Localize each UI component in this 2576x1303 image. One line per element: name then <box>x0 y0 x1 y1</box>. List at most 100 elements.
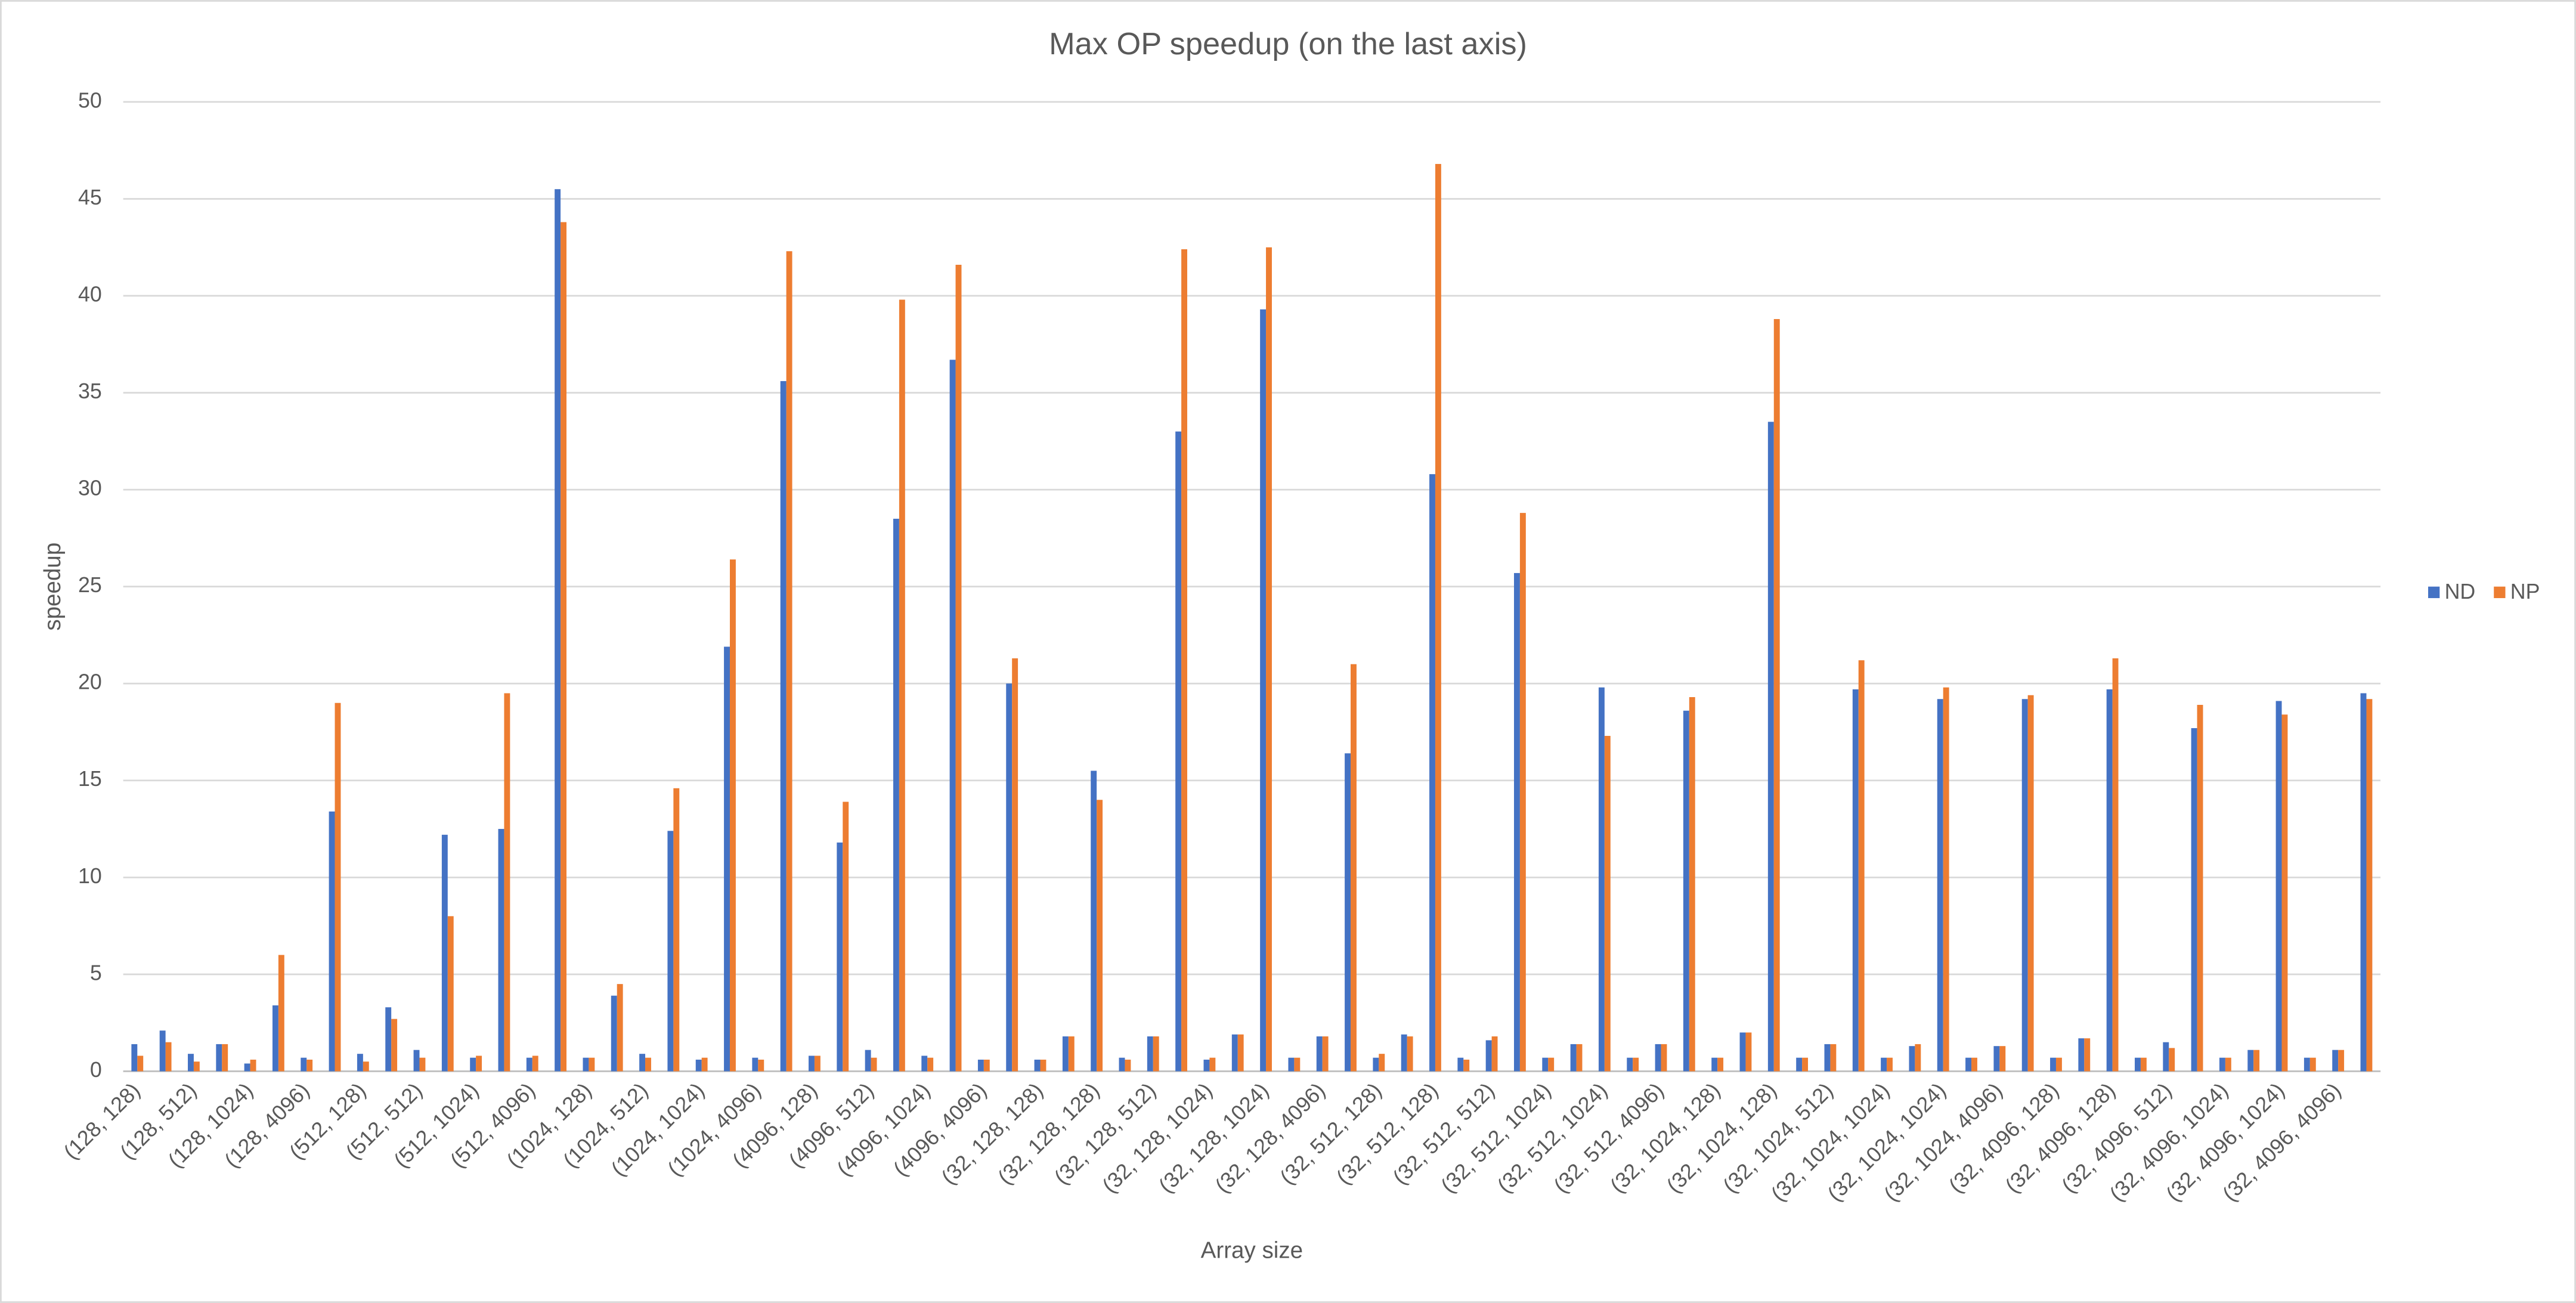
bar <box>645 1057 651 1072</box>
legend-label: ND <box>2445 580 2476 603</box>
bar <box>2360 693 2367 1072</box>
bar <box>2112 658 2119 1072</box>
bar <box>1858 660 1865 1072</box>
bar <box>1034 1059 1041 1072</box>
bar <box>216 1044 222 1072</box>
bar <box>1683 710 1689 1072</box>
bar <box>589 1057 595 1072</box>
bar <box>1937 699 1943 1072</box>
bar <box>617 984 623 1072</box>
bar <box>1407 1036 1413 1072</box>
y-tick-label: 25 <box>78 573 102 597</box>
bar <box>1351 664 1357 1072</box>
bar <box>2140 1057 2147 1072</box>
bar <box>1203 1059 1210 1072</box>
bar <box>1266 247 1272 1072</box>
legend-label: NP <box>2510 580 2540 603</box>
bar <box>1091 770 1097 1072</box>
bar <box>2332 1050 2339 1072</box>
bar <box>1796 1057 1803 1072</box>
y-tick-label: 40 <box>78 282 102 306</box>
bar <box>2191 728 2197 1072</box>
bar <box>667 831 674 1072</box>
bar <box>413 1050 420 1072</box>
bar <box>1153 1036 1159 1072</box>
bar <box>2163 1042 2169 1072</box>
bar <box>441 834 448 1072</box>
bar <box>1373 1057 1379 1072</box>
bar <box>639 1054 646 1072</box>
bar <box>843 801 849 1072</box>
bar <box>391 1019 398 1072</box>
y-tick-label: 45 <box>78 185 102 209</box>
bar <box>137 1056 144 1072</box>
bar <box>385 1007 392 1072</box>
bar <box>335 702 341 1072</box>
bar <box>532 1056 538 1072</box>
bar <box>1316 1036 1323 1072</box>
bar <box>1598 687 1605 1072</box>
bar <box>1147 1036 1153 1072</box>
bar <box>131 1044 138 1072</box>
bar <box>2247 1050 2254 1072</box>
y-tick-label: 10 <box>78 864 102 888</box>
bar <box>1429 474 1435 1072</box>
bar <box>1971 1057 1977 1072</box>
bar <box>504 693 510 1072</box>
y-tick-label: 0 <box>90 1058 102 1082</box>
bar <box>983 1059 990 1072</box>
bar <box>278 955 284 1072</box>
bar <box>1548 1057 1555 1072</box>
bar <box>1181 249 1188 1072</box>
bar <box>555 189 561 1072</box>
bar <box>780 381 787 1072</box>
bar <box>1231 1034 1238 1072</box>
bar <box>1379 1054 1385 1072</box>
bar <box>871 1057 877 1072</box>
bar <box>2303 1057 2310 1072</box>
bar <box>193 1061 200 1072</box>
bar <box>2021 699 2028 1072</box>
bar <box>1915 1044 1921 1072</box>
bar <box>809 1056 815 1072</box>
bar <box>244 1063 250 1072</box>
bar <box>222 1044 228 1072</box>
bar <box>2106 689 2113 1072</box>
bar <box>447 916 454 1072</box>
bar <box>724 646 730 1072</box>
legend-swatch <box>2494 586 2506 598</box>
bar <box>1209 1057 1216 1072</box>
bar <box>1322 1036 1329 1072</box>
bar <box>1887 1057 1893 1072</box>
y-tick-label: 35 <box>78 379 102 403</box>
bar <box>1062 1036 1069 1072</box>
bar <box>357 1054 363 1072</box>
bar <box>1943 687 1949 1072</box>
bar <box>1852 689 1859 1072</box>
bar <box>2197 704 2203 1072</box>
bar <box>729 559 736 1072</box>
bar <box>1485 1040 1492 1072</box>
bar <box>1909 1046 1915 1072</box>
bar <box>1881 1057 1887 1072</box>
bar <box>470 1057 476 1072</box>
bar <box>814 1056 821 1072</box>
bar <box>250 1059 256 1072</box>
bar <box>1576 1044 1583 1072</box>
bar <box>1745 1032 1752 1072</box>
bar <box>786 251 792 1072</box>
bar <box>1717 1057 1724 1072</box>
bar <box>1689 697 1695 1072</box>
bar <box>1237 1034 1244 1072</box>
bar <box>1655 1044 1661 1072</box>
bar <box>1965 1057 1972 1072</box>
bar <box>921 1056 928 1072</box>
chart-title: Max OP speedup (on the last axis) <box>1049 27 1527 61</box>
bar <box>701 1057 708 1072</box>
bar <box>476 1056 482 1072</box>
bar <box>188 1054 194 1072</box>
bar <box>2135 1057 2141 1072</box>
y-tick-label: 20 <box>78 670 102 694</box>
